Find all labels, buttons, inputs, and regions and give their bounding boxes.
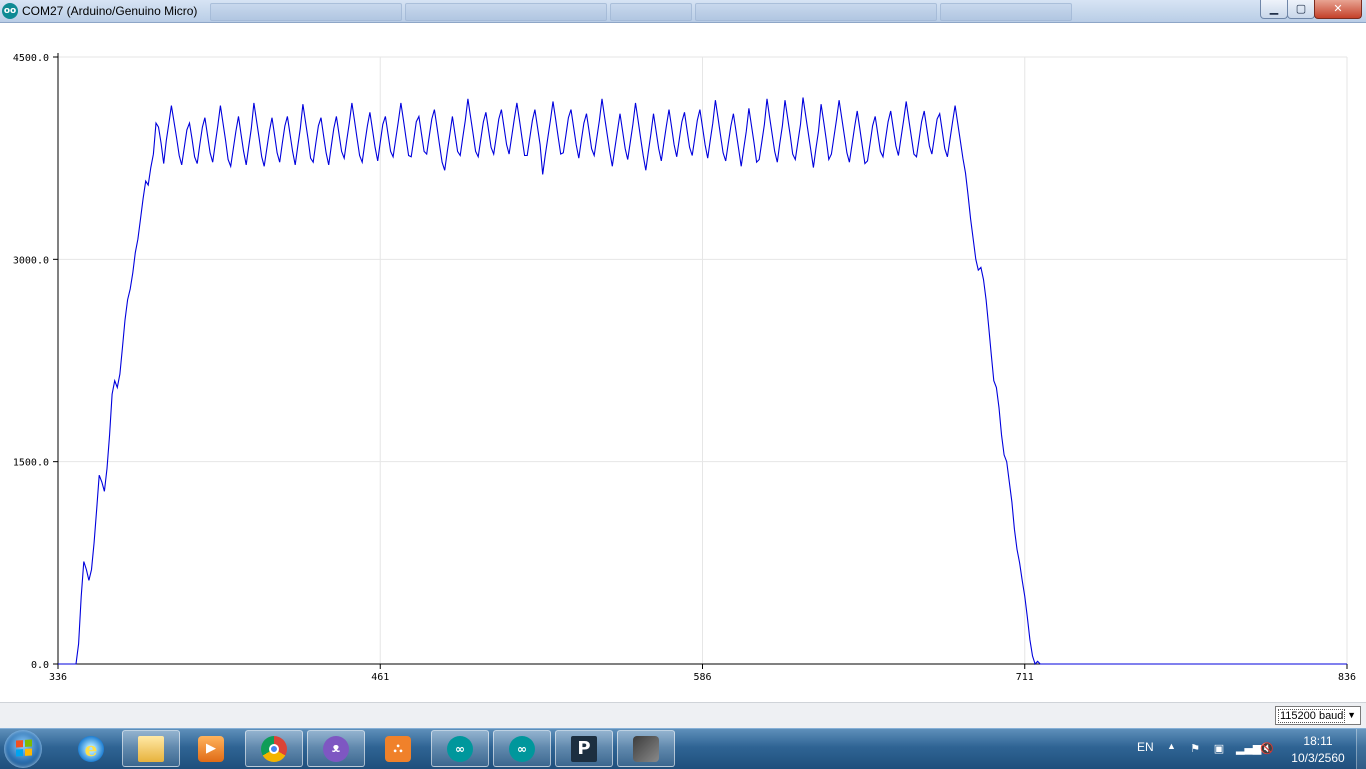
volume-muted-icon[interactable]: 🔇 xyxy=(1260,742,1274,755)
language-indicator[interactable]: EN xyxy=(1137,740,1154,754)
background-window-tabs xyxy=(210,3,1255,21)
network-icon: ⛬ xyxy=(385,735,411,762)
processing-icon: P xyxy=(571,735,597,762)
x-tick-label: 586 xyxy=(693,672,711,683)
taskbar-app-arduino-2[interactable]: ∞ xyxy=(493,730,551,767)
show-desktop-button[interactable] xyxy=(1356,729,1366,769)
grid-lines xyxy=(57,56,1348,665)
x-tick-label: 711 xyxy=(1016,672,1034,683)
background-tab xyxy=(610,3,692,21)
window-title: COM27 (Arduino/Genuino Micro) xyxy=(22,4,198,18)
chrome-icon xyxy=(261,735,287,762)
plotter-bottom-bar: 115200 baud ▼ xyxy=(0,702,1366,729)
taskbar-app-media-player[interactable]: ▶ xyxy=(182,730,240,767)
action-center-flag-icon[interactable]: ⚑ xyxy=(1190,742,1200,755)
baud-rate-select[interactable]: 115200 baud ▼ xyxy=(1275,706,1361,725)
background-tab xyxy=(405,3,607,21)
taskbar-app-network[interactable]: ⛬ xyxy=(369,730,427,767)
data-series-line xyxy=(58,97,1347,666)
close-button[interactable]: ✕ xyxy=(1314,0,1362,19)
arduino-icon: ∞ xyxy=(509,735,535,762)
folder-icon xyxy=(138,735,164,762)
taskbar-app-windows-explorer[interactable] xyxy=(122,730,180,767)
window-title-bar[interactable]: oo COM27 (Arduino/Genuino Micro) ▁ ▢ ✕ xyxy=(0,0,1366,23)
y-tick-label: 0.0 xyxy=(31,660,49,671)
x-tick-label: 836 xyxy=(1338,672,1356,683)
y-tick-label: 1500.0 xyxy=(13,458,49,469)
background-tab xyxy=(695,3,937,21)
taskbar-app-arduino[interactable]: ∞ xyxy=(431,730,489,767)
clock-time[interactable]: 18:11 xyxy=(1303,734,1333,748)
show-hidden-icons-icon[interactable]: ▲ xyxy=(1167,741,1176,751)
baud-rate-value: 115200 baud xyxy=(1278,709,1346,723)
taskbar-app-plot[interactable] xyxy=(617,730,675,767)
start-button[interactable] xyxy=(4,730,42,768)
maximize-button[interactable]: ▢ xyxy=(1287,0,1315,19)
cat-icon: ᴥ xyxy=(323,735,349,762)
media-player-icon: ▶ xyxy=(198,735,224,762)
device-icon[interactable]: ▣ xyxy=(1213,742,1225,755)
internet-explorer-icon: e xyxy=(78,735,104,762)
serial-plotter-chart: 336 461 586 711 836 0.0 1500.0 3000.0 4500.0 xyxy=(0,22,1366,702)
arduino-icon: oo xyxy=(2,3,18,19)
windows-taskbar: e ▶ ᴥ ⛬ ∞ ∞ P EN ▲ ⚑ ▣ ▂▄▆ 🔇 18:11 10/3/… xyxy=(0,728,1366,769)
taskbar-app-internet-explorer[interactable]: e xyxy=(62,730,120,767)
series-layer xyxy=(58,97,1347,666)
taskbar-app-cat[interactable]: ᴥ xyxy=(307,730,365,767)
background-tab xyxy=(940,3,1072,21)
taskbar-app-processing[interactable]: P xyxy=(555,730,613,767)
x-tick-label: 461 xyxy=(371,672,389,683)
arduino-icon: ∞ xyxy=(447,735,473,762)
y-tick-label: 3000.0 xyxy=(13,255,49,266)
network-signal-icon[interactable]: ▂▄▆ xyxy=(1236,742,1262,755)
y-tick-label: 4500.0 xyxy=(13,53,49,64)
minimize-button[interactable]: ▁ xyxy=(1260,0,1288,19)
chevron-down-icon[interactable]: ▼ xyxy=(1347,710,1356,720)
taskbar-app-chrome[interactable] xyxy=(245,730,303,767)
clock-date[interactable]: 10/3/2560 xyxy=(1291,751,1345,765)
x-tick-label: 336 xyxy=(49,672,67,683)
background-tab xyxy=(210,3,402,21)
plot-svg: 336 461 586 711 836 0.0 1500.0 3000.0 4500.0 xyxy=(13,53,1356,683)
plot-window-icon xyxy=(633,735,659,762)
windows-logo-icon xyxy=(16,739,32,757)
